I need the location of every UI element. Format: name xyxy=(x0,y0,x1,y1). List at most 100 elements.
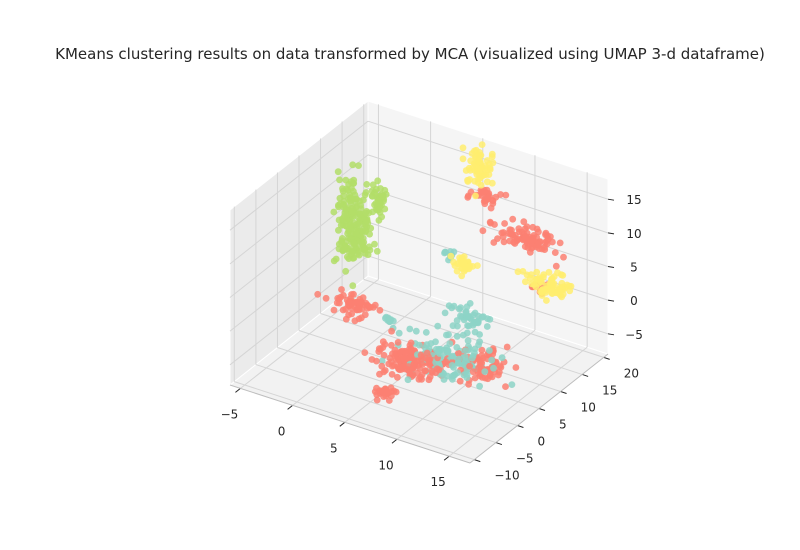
scatter-point-series-2 xyxy=(560,253,567,261)
scatter-point-series-0 xyxy=(332,255,340,263)
scatter-point-series-2 xyxy=(464,194,472,201)
scatter-point-series-0 xyxy=(340,244,348,252)
scatter-point-series-2 xyxy=(388,327,395,335)
scatter-point-series-1 xyxy=(440,376,448,383)
scatter-point-series-3 xyxy=(474,262,481,269)
scatter-point-series-1 xyxy=(446,340,454,348)
scatter-point-series-3 xyxy=(548,284,556,292)
scatter-point-series-2 xyxy=(471,374,479,382)
scatter-point-series-0 xyxy=(369,208,377,216)
scatter-point-series-2 xyxy=(481,200,489,208)
scatter-point-series-2 xyxy=(338,286,345,293)
scatter-point-series-2 xyxy=(415,375,423,383)
y-gridline-floor xyxy=(234,381,475,461)
scatter-point-series-3 xyxy=(471,153,479,161)
scatter-point-series-1 xyxy=(406,325,414,333)
scatter-point-series-0 xyxy=(346,229,354,237)
scatter-point-series-0 xyxy=(375,217,383,224)
scatter-point-series-3 xyxy=(486,166,494,173)
scatter-point-series-0 xyxy=(339,185,346,193)
scatter-point-series-1 xyxy=(412,327,420,335)
x-axis-line xyxy=(229,384,471,464)
scatter-point-series-0 xyxy=(361,246,368,254)
scatter-point-series-3 xyxy=(472,192,479,200)
scatter-point-series-2 xyxy=(496,362,504,370)
scatter-point-series-2 xyxy=(379,338,387,346)
z-tick-label: −5 xyxy=(625,328,643,342)
scatter-point-series-3 xyxy=(538,292,546,299)
scatter-point-series-2 xyxy=(385,397,393,404)
scatter-point-series-1 xyxy=(422,329,430,336)
scatter-point-series-1 xyxy=(449,322,457,330)
scatter-point-series-1 xyxy=(441,309,449,317)
scatter-point-series-2 xyxy=(466,362,473,370)
scatter-point-series-1 xyxy=(471,309,479,317)
scatter-point-series-1 xyxy=(508,381,516,388)
scatter-point-series-0 xyxy=(362,217,370,225)
scatter-point-series-2 xyxy=(423,349,431,357)
scatter-point-series-1 xyxy=(453,332,461,340)
scatter-point-series-1 xyxy=(441,249,448,257)
scatter-point-series-1 xyxy=(448,304,456,312)
scatter-point-series-0 xyxy=(361,191,369,199)
scatter-point-series-2 xyxy=(334,294,342,302)
z-tick-label: 10 xyxy=(626,227,641,241)
scatter-point-series-2 xyxy=(475,364,482,372)
scatter-point-series-2 xyxy=(314,290,322,298)
scatter-point-series-1 xyxy=(448,362,456,369)
scatter-point-series-2 xyxy=(417,351,425,359)
scatter-points xyxy=(314,141,575,404)
scatter-point-series-1 xyxy=(490,364,497,372)
scatter-point-series-0 xyxy=(330,208,338,216)
scatter-point-series-2 xyxy=(490,239,498,246)
scatter-point-series-0 xyxy=(373,247,381,255)
scatter-point-series-2 xyxy=(502,383,509,390)
scatter-point-series-3 xyxy=(553,289,561,296)
scatter-point-series-2 xyxy=(348,310,356,318)
scatter-point-series-2 xyxy=(503,343,511,351)
y-tick-mark xyxy=(538,408,546,411)
scatter-point-series-3 xyxy=(545,268,553,276)
scatter-point-series-2 xyxy=(426,362,434,369)
x-tick-label: 0 xyxy=(278,424,286,438)
scatter-point-series-0 xyxy=(352,229,360,237)
scatter-point-series-2 xyxy=(378,362,386,370)
scatter-point-series-3 xyxy=(559,290,567,298)
scatter-point-series-2 xyxy=(465,381,472,388)
x-tick-label: −5 xyxy=(221,407,239,421)
scatter-point-series-0 xyxy=(348,249,356,257)
scatter-point-series-0 xyxy=(371,240,378,248)
scatter-point-series-3 xyxy=(483,178,491,186)
scatter-point-series-0 xyxy=(347,221,354,229)
z-gridline-left xyxy=(229,154,369,265)
scatter-point-series-2 xyxy=(456,377,464,385)
y-tick-label: −10 xyxy=(494,469,519,483)
scatter-point-series-0 xyxy=(354,250,361,258)
scatter-point-series-3 xyxy=(481,165,489,173)
z-gridline-back xyxy=(367,255,609,335)
z-tick-mark xyxy=(607,232,615,235)
scatter-point-series-2 xyxy=(425,376,433,384)
scatter-point-series-0 xyxy=(336,200,344,208)
scatter-point-series-2 xyxy=(552,262,560,270)
scatter-point-series-0 xyxy=(343,253,351,261)
z-tick-label: 15 xyxy=(626,193,641,207)
scatter-point-series-0 xyxy=(349,282,357,290)
scatter-point-series-2 xyxy=(373,391,381,399)
scatter-point-series-3 xyxy=(533,268,541,276)
z-tick-label: 0 xyxy=(630,294,638,308)
scatter-point-series-1 xyxy=(436,350,443,357)
y-tick-label: −5 xyxy=(516,452,534,466)
scatter-point-series-2 xyxy=(401,347,409,355)
scatter-point-series-3 xyxy=(466,176,474,183)
chart-title: KMeans clustering results on data transf… xyxy=(55,45,765,63)
scatter-point-series-3 xyxy=(478,141,486,149)
z-gridline-back xyxy=(367,188,609,267)
scatter-point-series-2 xyxy=(340,292,347,299)
scatter-point-series-1 xyxy=(427,340,435,347)
y-gridline-floor xyxy=(255,364,497,444)
scatter-point-series-2 xyxy=(478,346,486,354)
scatter-point-series-0 xyxy=(334,168,342,176)
